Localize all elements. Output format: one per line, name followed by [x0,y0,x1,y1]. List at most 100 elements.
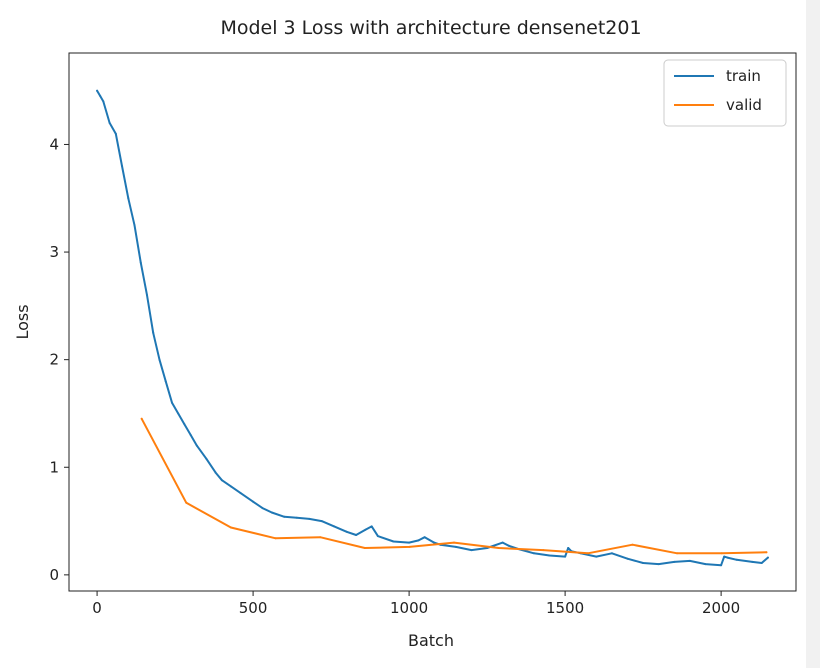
train-point [127,197,130,200]
train-point [220,479,223,482]
valid-point [140,417,143,420]
train-point [370,525,373,528]
train-point [355,534,358,536]
y-axis: 0 1 2 3 4 [49,135,69,584]
x-axis: 0 500 1000 1500 2000 [92,591,740,617]
train-point [345,530,348,533]
train-point [102,100,105,103]
legend-box [663,59,787,127]
train-point [642,562,645,564]
train-point [146,294,148,297]
train-point [408,541,411,544]
valid-point [453,541,455,544]
valid-point [319,536,322,539]
train-point [564,555,567,558]
train-point [626,557,629,560]
train-point [214,471,217,474]
x-tick-label: 2000 [702,599,740,617]
valid-point [185,501,188,504]
train-point [751,560,754,563]
legend: train valid [663,59,787,127]
train-point [735,558,738,561]
train-point [252,500,255,503]
y-tick-label: 4 [49,135,59,153]
train-point [133,224,136,227]
train-point [195,444,198,447]
train-point [610,552,613,555]
train-point [595,555,598,558]
train-point [392,540,395,543]
train-point [261,507,264,510]
train-point [320,520,323,523]
train-point [720,564,723,567]
valid-point [586,552,589,555]
valid-point [631,543,634,546]
train-point [283,515,286,518]
train-point [567,547,570,549]
train-point [171,401,173,404]
legend-label-valid: valid [726,96,762,114]
y-tick-label: 1 [49,458,59,476]
y-tick-label: 2 [49,351,59,369]
series-valid [140,417,768,555]
train-point [177,412,180,415]
train-point [704,563,707,566]
train-point [364,528,367,531]
valid-point [497,547,500,549]
window-edge-strip [806,0,820,668]
y-axis-title: Loss [13,304,32,339]
train-point [760,562,763,564]
train-point [139,261,142,264]
legend-label-train: train [726,67,761,85]
valid-point [765,551,768,554]
train-point [205,457,208,460]
train-point [99,95,102,97]
train-point [239,492,242,495]
valid-point [676,552,679,555]
x-tick-label: 1500 [546,599,584,617]
train-point [548,554,551,557]
train-point [433,541,436,544]
train-point [230,485,233,488]
train-point [270,511,273,514]
train-point [183,423,186,426]
train-point [417,539,420,542]
train-point [507,544,510,547]
plot-frame [68,52,797,592]
valid-point [408,545,411,548]
train-point [454,545,457,548]
x-tick-label: 1000 [390,599,428,617]
train-point [376,535,379,538]
train-point [164,380,167,383]
train-point [121,165,123,167]
train-point [295,516,298,519]
train-point [726,556,729,559]
train-point [532,552,535,555]
valid-point [363,547,366,549]
series-layer [96,89,769,567]
x-tick-label: 0 [92,599,102,617]
train-point [470,549,473,552]
train-point [158,358,161,361]
valid-point [274,537,277,540]
x-axis-title: Batch [408,631,454,650]
valid-point [229,526,232,529]
plot-area [69,53,796,591]
train-point [308,517,311,520]
y-tick-label: 0 [49,566,59,584]
train-point [673,560,676,563]
train-point [96,89,99,92]
train-point [333,525,336,528]
y-tick-label: 3 [49,243,59,261]
x-tick-label: 500 [239,599,268,617]
valid-point [720,552,723,555]
train-point [766,556,769,559]
valid-point [542,549,545,552]
series-train [96,89,769,567]
train-point [657,563,660,566]
train-point [108,121,111,124]
train-point [114,132,117,135]
train-point [723,555,726,558]
train-point [423,536,426,539]
